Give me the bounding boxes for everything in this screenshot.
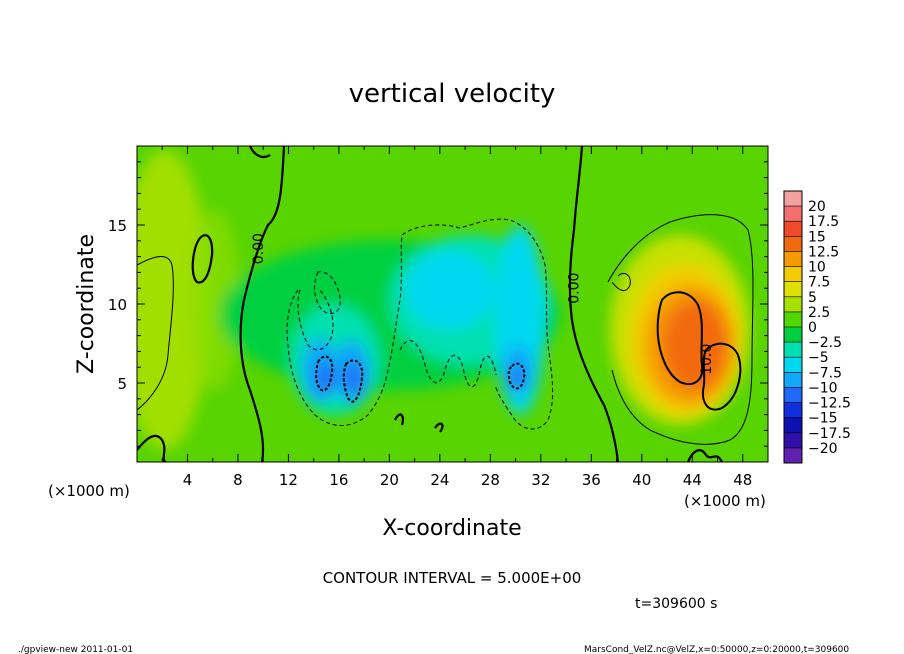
colorbar-swatch bbox=[784, 327, 802, 343]
colorbar-label: −7.5 bbox=[808, 365, 842, 381]
time-stamp: t=309600 s bbox=[635, 596, 717, 612]
colorbar-label: −15 bbox=[808, 411, 838, 427]
thin-contour-right-b bbox=[611, 272, 631, 292]
colorbar-label: 0 bbox=[808, 320, 817, 336]
colorbar-label: −12.5 bbox=[808, 396, 851, 412]
x-unit-label-left: (×1000 m) bbox=[48, 482, 130, 500]
colorbar-swatch bbox=[784, 432, 802, 449]
zero-contour-left-blob bbox=[191, 234, 214, 284]
colorbar-label: 7.5 bbox=[808, 275, 830, 291]
footer-left-info: ./gpview-new 2011-01-01 bbox=[18, 645, 133, 654]
x-tick-label: 24 bbox=[430, 471, 449, 489]
x-tick-label: 48 bbox=[733, 471, 752, 489]
dashed-contour-main bbox=[286, 218, 554, 430]
colorbar-label: 2.5 bbox=[808, 305, 830, 321]
x-unit-label-right: (×1000 m) bbox=[684, 492, 766, 510]
colorbar-swatch bbox=[784, 221, 802, 237]
chart-title: vertical velocity bbox=[349, 79, 556, 109]
x-tick-label: 4 bbox=[183, 471, 193, 489]
contours bbox=[137, 146, 754, 462]
thin-contour-left bbox=[137, 256, 174, 411]
x-tick-label: 28 bbox=[481, 471, 500, 489]
colorbar-label: −20 bbox=[808, 441, 838, 457]
dashed-contour-cell-c bbox=[507, 362, 526, 390]
colorbar-swatch bbox=[784, 402, 802, 419]
y-tick-label: 15 bbox=[108, 217, 127, 235]
zero-contour-bottom-mid bbox=[394, 413, 404, 426]
contour-interval: CONTOUR INTERVAL = 5.000E+00 bbox=[323, 569, 582, 587]
x-tick-label: 40 bbox=[632, 471, 651, 489]
colorbar-label: −17.5 bbox=[808, 426, 851, 442]
colorbar-label: −2.5 bbox=[808, 335, 842, 351]
colorbar-swatch bbox=[784, 266, 802, 283]
zero-contour-top bbox=[248, 146, 271, 159]
y-tick-label: 10 bbox=[108, 296, 127, 314]
colorbar-label: 12.5 bbox=[808, 244, 839, 260]
x-tick-label: 20 bbox=[380, 471, 399, 489]
colorbar-label: 20 bbox=[808, 199, 826, 215]
x-tick-label: 44 bbox=[683, 471, 702, 489]
colorbar-swatch bbox=[784, 191, 802, 207]
colorbar: 2017.51512.5107.552.50−2.5−5−7.5−10−12.5… bbox=[783, 190, 851, 464]
x-tick-label: 8 bbox=[233, 471, 243, 489]
colorbar-swatch bbox=[784, 296, 802, 313]
zero-contour-bottom-mid2 bbox=[434, 422, 444, 433]
colorbar-label: −10 bbox=[808, 380, 838, 396]
colorbar-label: 5 bbox=[808, 290, 817, 306]
footer-right-info: MarsCond_VelZ.nc@VelZ,x=0:50000,z=0:2000… bbox=[584, 645, 849, 654]
contour-label: 10.0 bbox=[699, 344, 715, 375]
ten-contour-b bbox=[702, 342, 742, 411]
colorbar-label: 15 bbox=[808, 229, 826, 245]
zero-contour-bottom-left bbox=[137, 434, 167, 462]
dashed-contour-cell-a bbox=[315, 355, 334, 392]
x-axis: 4 8 12 16 20 24 28 32 36 40 44 48 bbox=[161, 146, 752, 489]
zero-contour-left bbox=[239, 146, 286, 462]
colorbar-swatch bbox=[784, 447, 802, 464]
x-tick-label: 12 bbox=[279, 471, 298, 489]
y-tick-label: 5 bbox=[117, 375, 127, 393]
colorbar-swatch bbox=[784, 417, 802, 434]
colorbar-swatch bbox=[784, 311, 802, 328]
ten-contour-a bbox=[656, 291, 704, 385]
contour-label: 0.00 bbox=[251, 233, 267, 264]
colorbar-label: −5 bbox=[808, 350, 829, 366]
colorbar-swatch bbox=[784, 236, 802, 252]
dashed-contour-left bbox=[297, 289, 334, 351]
contour-label: 0.00 bbox=[567, 273, 583, 304]
x-tick-label: 32 bbox=[531, 471, 550, 489]
colorbar-swatch bbox=[784, 357, 802, 373]
plot-area: 0.00 0.00 10.0 bbox=[136, 145, 769, 463]
x-axis-label: X-coordinate bbox=[382, 516, 521, 541]
colorbar-label: 17.5 bbox=[808, 214, 839, 230]
x-tick-label: 16 bbox=[329, 471, 348, 489]
dashed-contour-cell-b bbox=[342, 359, 364, 403]
colorbar-label: 10 bbox=[808, 260, 826, 276]
colorbar-swatch bbox=[784, 251, 802, 268]
colorbar-swatch bbox=[784, 342, 802, 358]
y-axis-label: Z-coordinate bbox=[74, 234, 99, 374]
zero-contour-right bbox=[568, 146, 620, 462]
contour-labels: 0.00 0.00 10.0 bbox=[251, 233, 715, 375]
dashed-contour-wiggle bbox=[399, 340, 497, 388]
colorbar-swatch bbox=[784, 281, 802, 298]
y-axis: 5 10 15 bbox=[108, 161, 768, 447]
colorbar-swatch bbox=[784, 372, 802, 388]
thin-contour-right bbox=[607, 214, 754, 445]
x-tick-label: 36 bbox=[582, 471, 601, 489]
colorbar-swatch bbox=[784, 387, 802, 404]
colorbar-swatch bbox=[784, 206, 802, 222]
